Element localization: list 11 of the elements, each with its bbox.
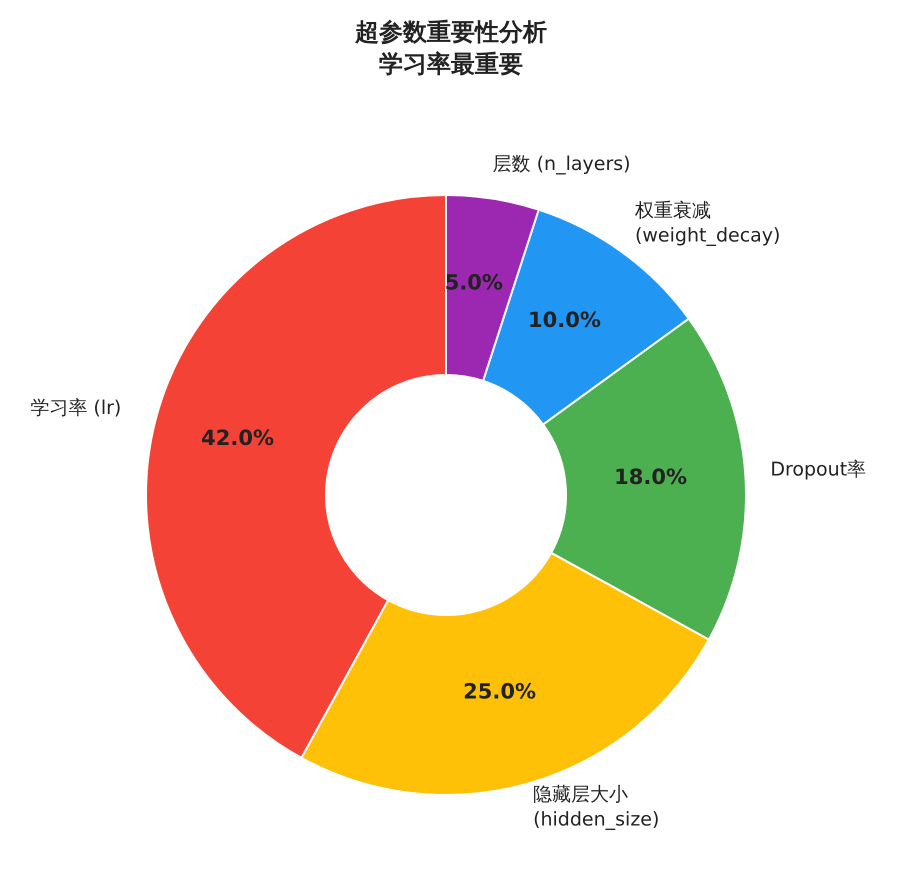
chart-subtitle: 学习率最重要 (378, 49, 524, 80)
data-label: 25.0% (463, 680, 536, 704)
chart-title: 超参数重要性分析 (354, 17, 548, 48)
slice-label: 层数 (n_layers) (492, 153, 631, 176)
slice-label: Dropout率 (770, 458, 866, 480)
data-label: 10.0% (528, 308, 601, 332)
data-label: 42.0% (201, 426, 274, 450)
slice-label: 学习率 (lr) (30, 396, 122, 419)
slice-label: 隐藏层大小 (hidden_size) (533, 783, 660, 830)
slice-label: 权重衰减 (weight_decay) (634, 200, 780, 247)
data-label: 18.0% (614, 464, 688, 489)
